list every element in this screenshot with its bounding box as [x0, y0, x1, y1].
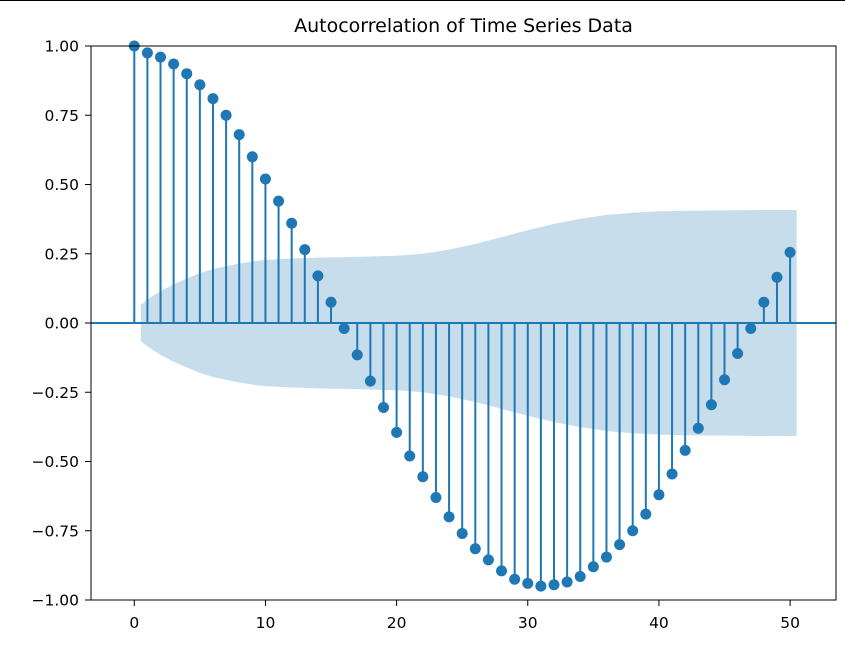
y-tick-label: 0.50 [44, 176, 79, 194]
acf-point [679, 444, 691, 456]
acf-point [758, 296, 770, 308]
acf-point [220, 109, 232, 121]
acf-point [496, 565, 508, 577]
top-border-line [0, 0, 845, 1]
acf-point [430, 492, 442, 504]
x-tick-label: 40 [649, 614, 669, 632]
x-tick-label: 10 [256, 614, 276, 632]
acf-point [391, 426, 403, 438]
acf-point [732, 347, 744, 359]
acf-point [574, 570, 586, 582]
acf-point [640, 508, 652, 520]
acf-point [522, 577, 534, 589]
y-tick-label: −0.25 [32, 384, 80, 402]
acf-point [705, 399, 717, 411]
y-tick-label: −1.00 [32, 592, 80, 610]
y-axis-ticks: 1.00 0.75 0.50 0.25 0.00 −0.25 −0.50 −0.75 −1.00 [32, 38, 91, 610]
acf-point [351, 349, 363, 361]
chart-title: Autocorrelation of Time Series Data [294, 15, 633, 37]
acf-point [771, 271, 783, 283]
y-tick-label: 0.25 [44, 245, 79, 263]
y-tick-label: 1.00 [44, 38, 79, 56]
acf-point [417, 471, 429, 483]
acf-point [719, 374, 731, 386]
acf-point [600, 551, 612, 563]
acf-point [286, 217, 298, 229]
x-tick-label: 20 [387, 614, 407, 632]
acf-point [561, 576, 573, 588]
acf-point [246, 151, 258, 163]
acf-point [377, 401, 389, 413]
acf-point [207, 93, 219, 105]
acf-point [181, 68, 193, 80]
acf-point [312, 270, 324, 282]
acf-point [338, 323, 350, 335]
acf-point [587, 561, 599, 573]
stem-layer [133, 46, 792, 587]
acf-point [509, 573, 521, 585]
acf-point [168, 58, 180, 70]
y-tick-label: 0.00 [44, 315, 79, 333]
marker-layer [128, 40, 796, 592]
y-tick-label: −0.50 [32, 453, 80, 471]
acf-point [745, 323, 757, 335]
acf-point [443, 511, 455, 523]
x-tick-label: 50 [780, 614, 800, 632]
acf-point [259, 173, 271, 185]
x-tick-label: 30 [518, 614, 538, 632]
y-tick-label: −0.75 [32, 522, 80, 540]
acf-point [299, 244, 311, 256]
acf-point [233, 129, 245, 141]
acf-point [456, 528, 468, 540]
acf-point [535, 580, 547, 592]
acf-point [364, 375, 376, 387]
x-axis-ticks: 0 10 20 30 40 50 [129, 600, 800, 632]
acf-point [614, 539, 626, 551]
acf-point [469, 543, 481, 555]
acf-point [141, 47, 153, 59]
acf-point [325, 296, 337, 308]
acf-point [194, 79, 206, 91]
x-tick-label: 0 [129, 614, 139, 632]
acf-point [692, 422, 704, 434]
acf-point [482, 554, 494, 566]
acf-point [666, 468, 678, 480]
acf-point [273, 195, 285, 207]
acf-point [784, 246, 796, 258]
acf-point [404, 450, 416, 462]
acf-point [653, 489, 665, 501]
acf-point [155, 51, 167, 63]
acf-point [548, 579, 560, 591]
acf-point [627, 525, 639, 537]
y-tick-label: 0.75 [44, 107, 79, 125]
